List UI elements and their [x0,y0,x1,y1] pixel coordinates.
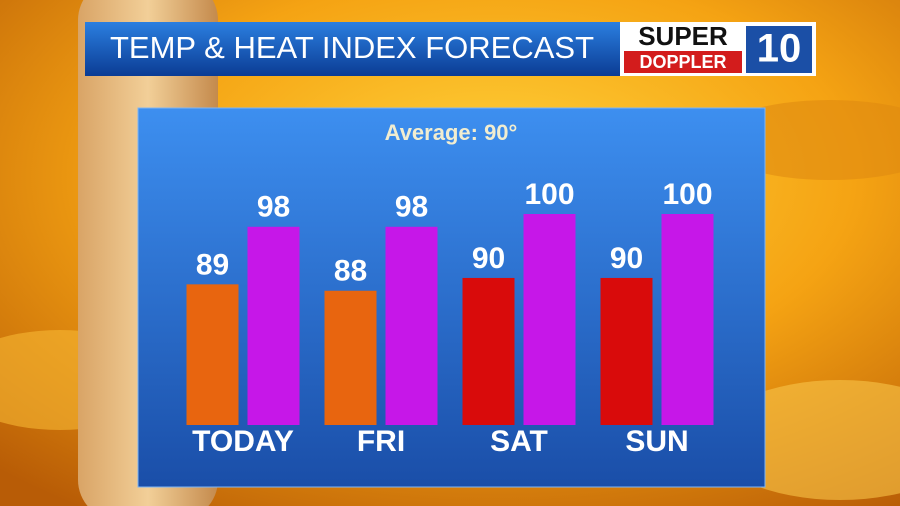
logo-text: SUPER [638,21,728,51]
data-label: 98 [395,191,428,224]
logo-bottom [624,51,742,73]
chart-title: TEMP & HEAT INDEX FORECAST [110,30,594,65]
title-bar [85,22,625,76]
bar [385,226,438,425]
x-tick-label: FRI [357,425,405,458]
logo-number: 10 [757,27,802,71]
x-tick-label: TODAY [192,425,294,458]
logo-top [624,26,742,48]
subtitle: Average: 90° [385,120,518,145]
bar [324,290,377,425]
plot-panel [137,107,766,488]
data-label: 90 [610,242,643,275]
bar [661,214,714,425]
bar [462,277,515,425]
data-label: 100 [524,178,574,211]
bar [600,277,653,425]
logo-number-box [746,26,812,73]
bar [186,284,239,425]
data-label: 89 [196,248,229,281]
bar [247,226,300,425]
bar [523,214,576,425]
x-tick-label: SAT [490,425,548,458]
data-label: 88 [334,255,367,288]
data-label: 98 [257,191,290,224]
data-label: 100 [662,178,712,211]
data-label: 90 [472,242,505,275]
x-tick-label: SUN [625,425,688,458]
logo-text: DOPPLER [639,52,726,72]
